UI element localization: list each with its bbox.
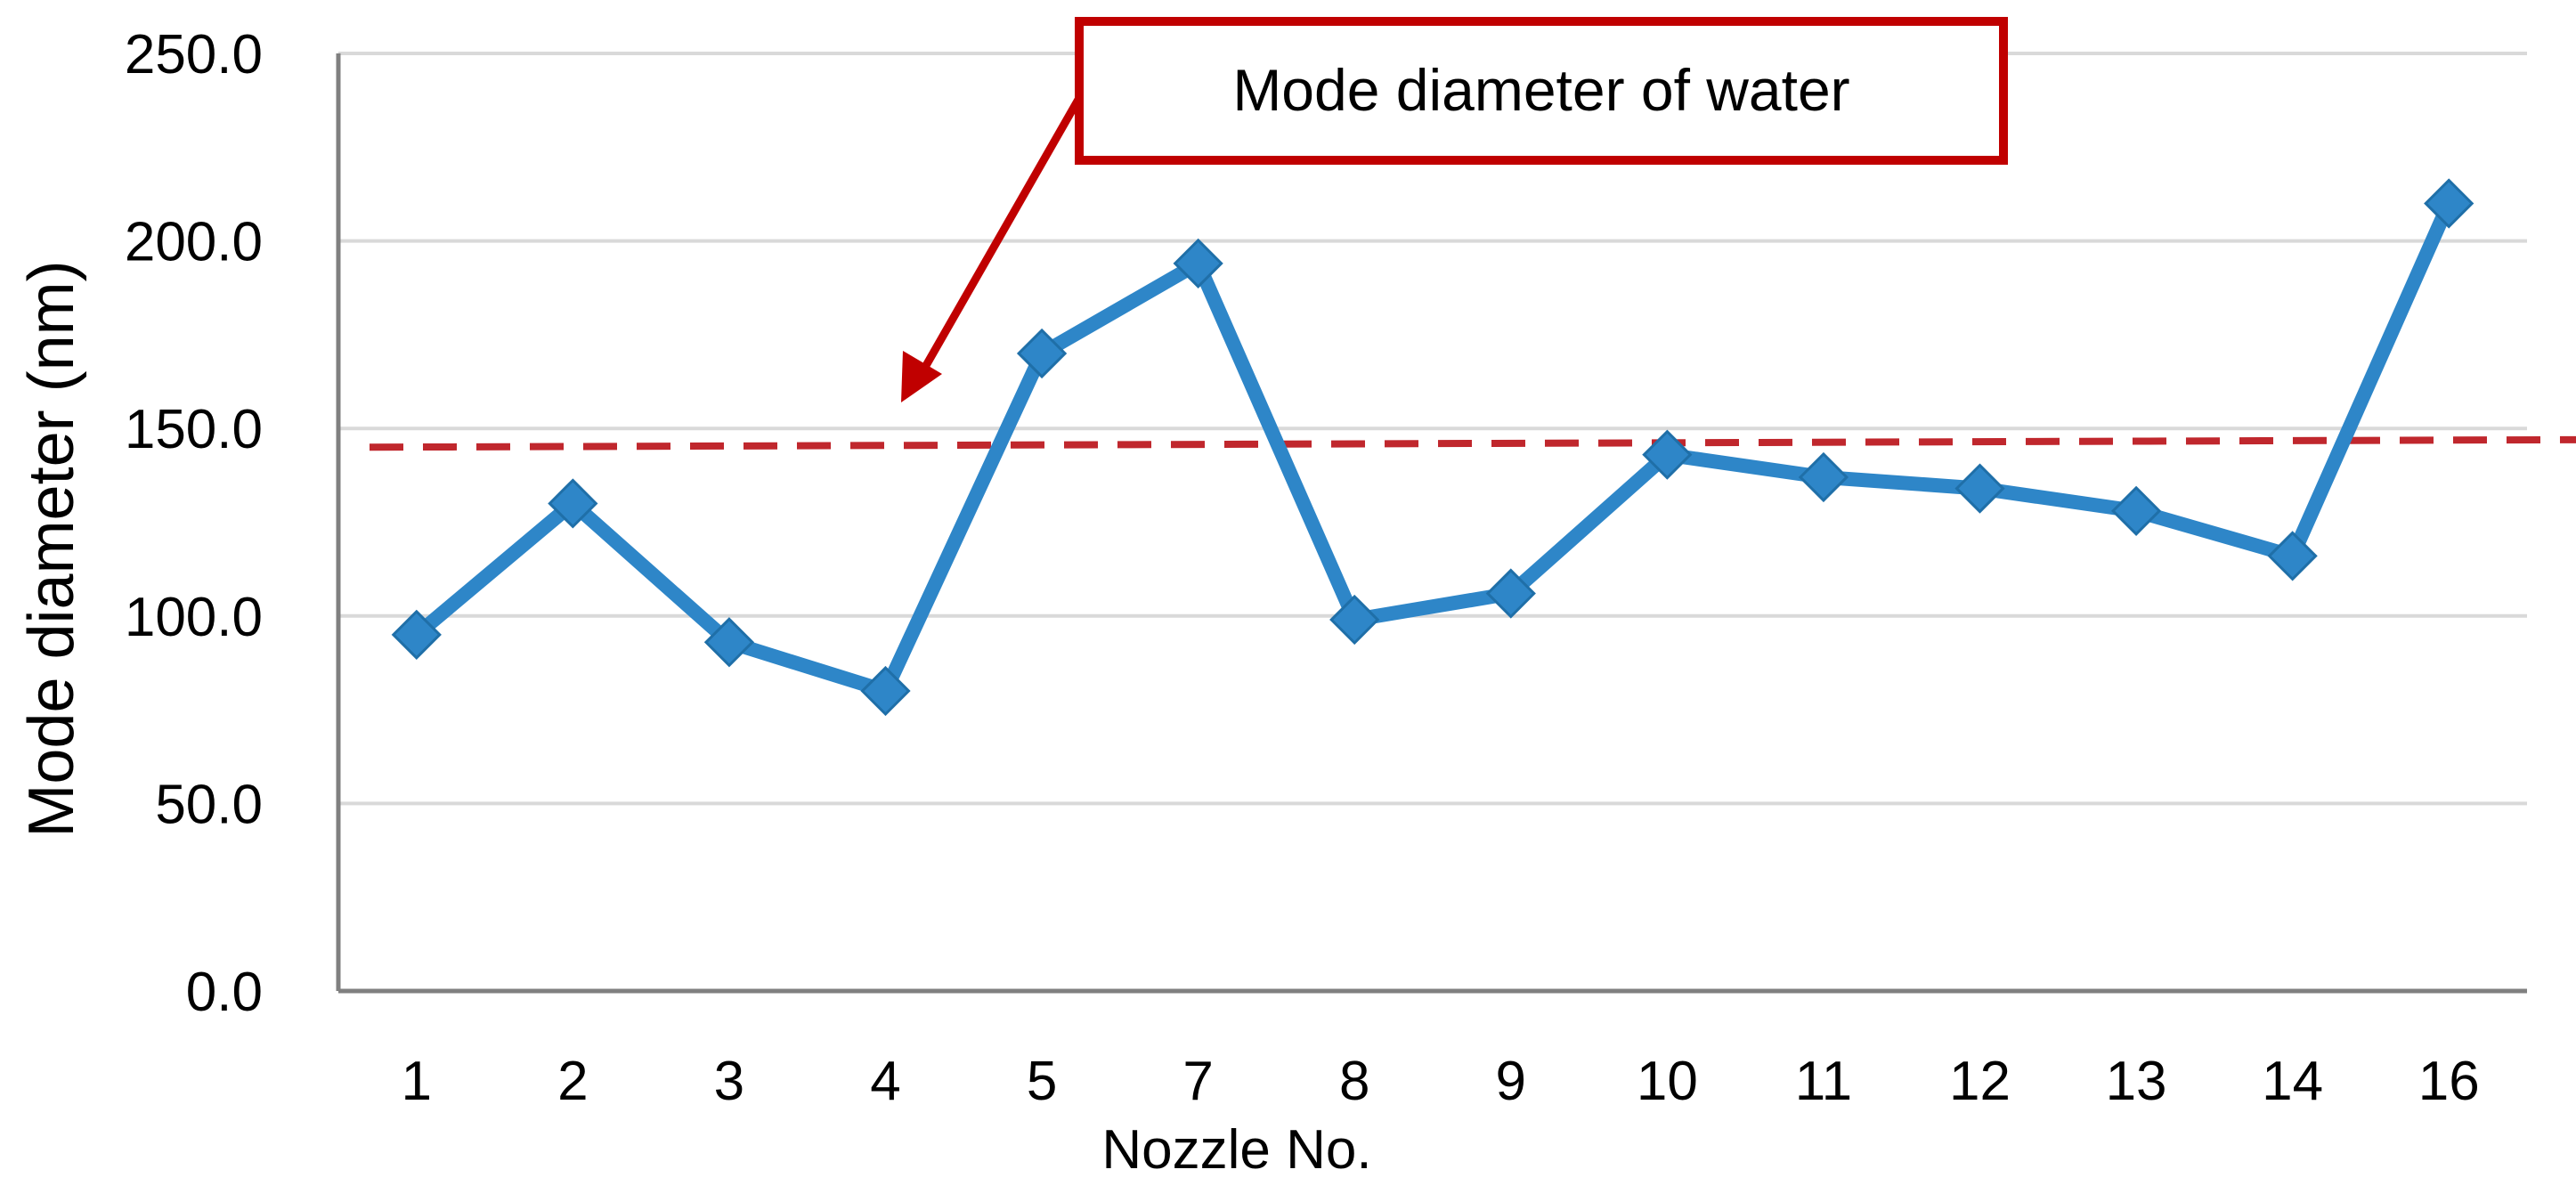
x-tick-label: 2 [557, 1051, 588, 1112]
x-tick-label: 14 [2262, 1051, 2323, 1112]
x-tick-label: 9 [1496, 1051, 1526, 1112]
data-point-9 [1485, 568, 1536, 619]
y-tick-label: 50.0 [155, 774, 263, 835]
y-axis-label: Mode diameter (nm) [16, 260, 87, 837]
x-tick-label: 8 [1339, 1051, 1369, 1112]
x-tick-label: 1 [402, 1051, 432, 1112]
y-tick-label: 0.0 [186, 962, 263, 1023]
data-point-5 [1016, 328, 1068, 379]
y-tick-label: 100.0 [125, 587, 263, 648]
x-tick-label: 4 [870, 1051, 900, 1112]
x-tick-label: 10 [1637, 1051, 1698, 1112]
data-point-4 [860, 665, 911, 717]
series-line-0 [409, 196, 2457, 699]
reference-line-water [369, 435, 2576, 451]
y-tick-label: 150.0 [125, 399, 263, 460]
x-tick-label: 16 [2418, 1051, 2480, 1112]
annotation-arrow [914, 95, 1083, 384]
x-tick-label: 12 [1949, 1051, 2011, 1112]
annotation-arrowhead [901, 351, 942, 402]
data-point-16 [2424, 178, 2474, 229]
data-point-8 [1329, 594, 1380, 646]
y-tick-label: 250.0 [125, 24, 263, 85]
data-point-7 [1173, 238, 1223, 288]
data-point-2 [548, 478, 598, 529]
annotation-box [1075, 17, 2008, 165]
data-point-13 [2110, 485, 2162, 536]
annotation-text: Mode diameter of water [1232, 57, 1849, 123]
x-tick-label: 13 [2106, 1051, 2167, 1112]
data-point-3 [703, 617, 755, 668]
data-point-11 [1798, 451, 1849, 503]
x-axis-label: Nozzle No. [1101, 1119, 1371, 1181]
data-point-1 [391, 609, 442, 660]
y-tick-label: 200.0 [125, 212, 263, 273]
x-tick-label: 7 [1182, 1051, 1213, 1112]
x-tick-label: 11 [1795, 1051, 1852, 1112]
x-tick-label: 3 [714, 1051, 744, 1112]
data-point-14 [2267, 531, 2318, 581]
data-point-10 [1642, 429, 1693, 480]
x-tick-label: 5 [1027, 1051, 1057, 1112]
data-point-12 [1954, 463, 2005, 514]
